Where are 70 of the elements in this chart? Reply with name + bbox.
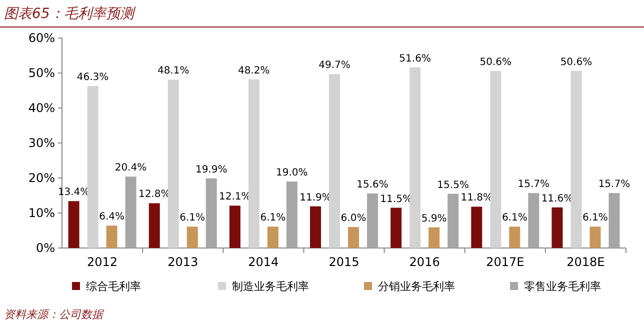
bar [106,226,118,248]
bar [248,79,260,248]
data-label: 48.2% [238,65,270,76]
x-tick-label: 2014 [248,255,279,269]
y-tick-label: 50% [28,66,55,80]
bar [125,176,136,248]
x-tick-label: 2012 [87,255,118,269]
x-tick-label: 2017E [486,255,524,269]
y-tick-label: 40% [28,101,55,115]
data-label: 6.1% [582,212,608,224]
legend-label: 零售业务毛利率 [524,280,601,293]
data-label: 15.7% [598,179,630,190]
data-label: 6.1% [502,212,528,224]
data-label: 20.4% [114,162,147,174]
y-tick-label: 10% [28,206,55,220]
data-label: 19.9% [195,164,228,176]
data-label: 50.6% [480,56,512,68]
x-tick-label: 2015 [328,255,360,269]
bar [168,80,179,248]
bar [267,226,278,248]
legend-label: 制造业务毛利率 [232,280,309,293]
data-label: 46.3% [76,72,109,83]
bar [148,203,160,248]
y-tick-label: 0% [36,241,55,255]
bar [329,74,340,248]
bar [608,193,620,248]
y-tick-label: 20% [28,171,55,185]
bar [410,67,421,248]
bar [471,206,482,248]
legend-label: 分销业务毛利率 [378,280,455,293]
bar [286,182,298,248]
bar [490,70,502,248]
bar [348,227,359,248]
data-label: 6.4% [99,212,124,223]
bar [87,86,98,248]
bar [206,178,217,248]
data-label: 15.7% [518,179,550,190]
data-label: 6.0% [340,213,366,224]
bar [367,193,378,248]
x-tick-label: 2013 [168,255,198,269]
bar [229,206,240,248]
bar [428,227,440,248]
x-tick-label: 2016 [409,255,440,269]
data-label: 5.9% [421,213,447,224]
bar [186,226,198,248]
bar [590,226,601,248]
bar [390,208,402,248]
data-label: 19.0% [276,168,308,178]
data-label: 51.6% [399,53,431,64]
legend-label: 综合毛利率 [86,280,141,293]
text: 资料来源：公司数据 [4,308,105,321]
y-tick-label: 60% [28,31,55,45]
data-label: 50.6% [560,56,592,68]
bar [570,70,582,248]
bar [448,194,459,248]
bar [310,206,321,248]
data-label: 6.1% [260,212,286,224]
chart-title: 图表65：毛利率预测 [4,6,136,22]
bar [68,201,80,248]
y-tick-label: 30% [28,136,55,150]
data-label: 12.8% [138,189,170,200]
bar [528,193,540,248]
data-label: 15.6% [356,179,388,190]
data-label: 48.1% [157,66,190,77]
data-label: 15.5% [437,180,469,191]
x-tick-label: 2018E [566,255,605,269]
bar [509,226,520,248]
bar [552,207,563,248]
data-label: 49.7% [318,60,350,72]
data-label: 6.1% [180,212,206,224]
